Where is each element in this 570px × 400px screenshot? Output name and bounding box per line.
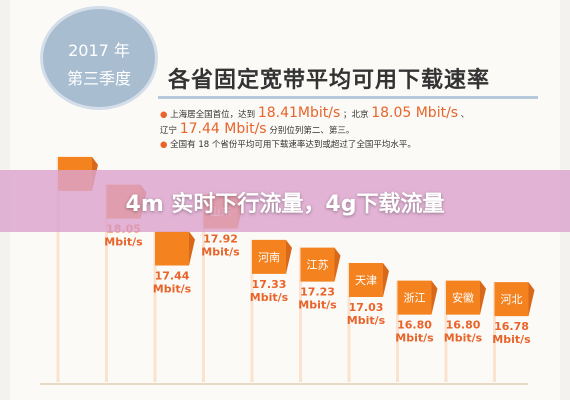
badge-quarter: 第三季度 xyxy=(66,69,131,88)
flag-label: 河北 xyxy=(501,293,523,306)
flag-label: 江苏 xyxy=(307,259,329,272)
flag-fold xyxy=(286,239,292,274)
data-label: Mbit/s xyxy=(395,332,434,345)
data-label: 16.80 xyxy=(446,319,481,332)
shanghai-speed: 18.41Mbit/s xyxy=(257,105,341,121)
bullet-line-3: ● 全国有 18 个省份平均可用下载速率达到或超过了全国平均水平。 xyxy=(160,138,545,152)
flag-shape xyxy=(494,282,529,317)
caption-overlay-text: 4m 实时下行流量，4g下载流量 xyxy=(125,192,445,217)
flag-label: 天津 xyxy=(355,274,377,287)
flag-label: 河南 xyxy=(258,251,280,264)
data-label: Mbit/s xyxy=(444,332,483,345)
data-label: Mbit/s xyxy=(347,314,386,327)
data-label: 17.92 xyxy=(203,233,238,246)
data-label: 17.03 xyxy=(349,301,384,314)
liaoning-speed: 17.44 Mbit/s xyxy=(179,121,267,137)
chart-title: 各省固定宽带平均可用下载速率 xyxy=(168,68,491,93)
bullet-1-text: 上海居全国首位，达到 xyxy=(170,110,256,120)
bullet-line-1: ● 上海居全国首位，达到 18.41Mbit/s ；北京 18.05 Mbit/… xyxy=(160,106,545,122)
bullet-3-text: 全国有 18 个省份平均可用下载速率达到或超过了全国平均水平。 xyxy=(170,140,416,150)
caption-overlay xyxy=(0,170,570,232)
data-label: Mbit/s xyxy=(201,246,240,259)
bullet-1-text-b: ；北京 xyxy=(342,110,369,120)
flag-fold xyxy=(383,262,389,297)
data-label: Mbit/s xyxy=(250,291,289,304)
bullet-line-2: 辽宁 17.44 Mbit/s 分别位列第二、第三。 xyxy=(160,122,545,138)
bullet-dot: ● xyxy=(160,110,171,120)
data-label: Mbit/s xyxy=(492,333,531,346)
data-label: Mbit/s xyxy=(153,282,192,295)
data-label: 17.44 xyxy=(155,269,190,282)
data-label: Mbit/s xyxy=(104,236,143,249)
badge-year: 2017 年 xyxy=(68,41,130,60)
flag-shape xyxy=(349,262,383,297)
flag-fold xyxy=(334,247,341,282)
flag-shape xyxy=(397,280,432,315)
flag-fold xyxy=(528,282,535,317)
flag-shape xyxy=(300,247,335,282)
bullet-2-text-b: 分别位列第二、第三。 xyxy=(269,126,355,136)
data-label: 16.80 xyxy=(397,319,432,332)
flag-shape xyxy=(252,239,286,274)
flag-fold xyxy=(431,280,438,315)
flag-label: 安徽 xyxy=(452,291,474,305)
data-label: 17.33 xyxy=(252,278,287,291)
bullet-dot: ● xyxy=(160,140,171,150)
data-label: 16.78 xyxy=(494,320,529,333)
period-badge: 2017 年 第三季度 xyxy=(40,6,158,110)
bullet-2-text: 辽宁 xyxy=(160,126,178,136)
data-label: Mbit/s xyxy=(298,299,337,312)
summary-bullets: ● 上海居全国首位，达到 18.41Mbit/s ；北京 18.05 Mbit/… xyxy=(160,106,545,152)
beijing-speed: 18.05 Mbit/s xyxy=(371,105,459,121)
bullet-1-text-c: 、 xyxy=(460,110,470,120)
title-underline xyxy=(158,96,538,99)
flag-fold xyxy=(480,280,486,315)
data-label: 17.23 xyxy=(300,286,335,299)
flag-label: 浙江 xyxy=(404,292,426,305)
flag-shape xyxy=(446,280,480,315)
flag-shape xyxy=(155,231,189,266)
flag-fold xyxy=(189,231,195,266)
